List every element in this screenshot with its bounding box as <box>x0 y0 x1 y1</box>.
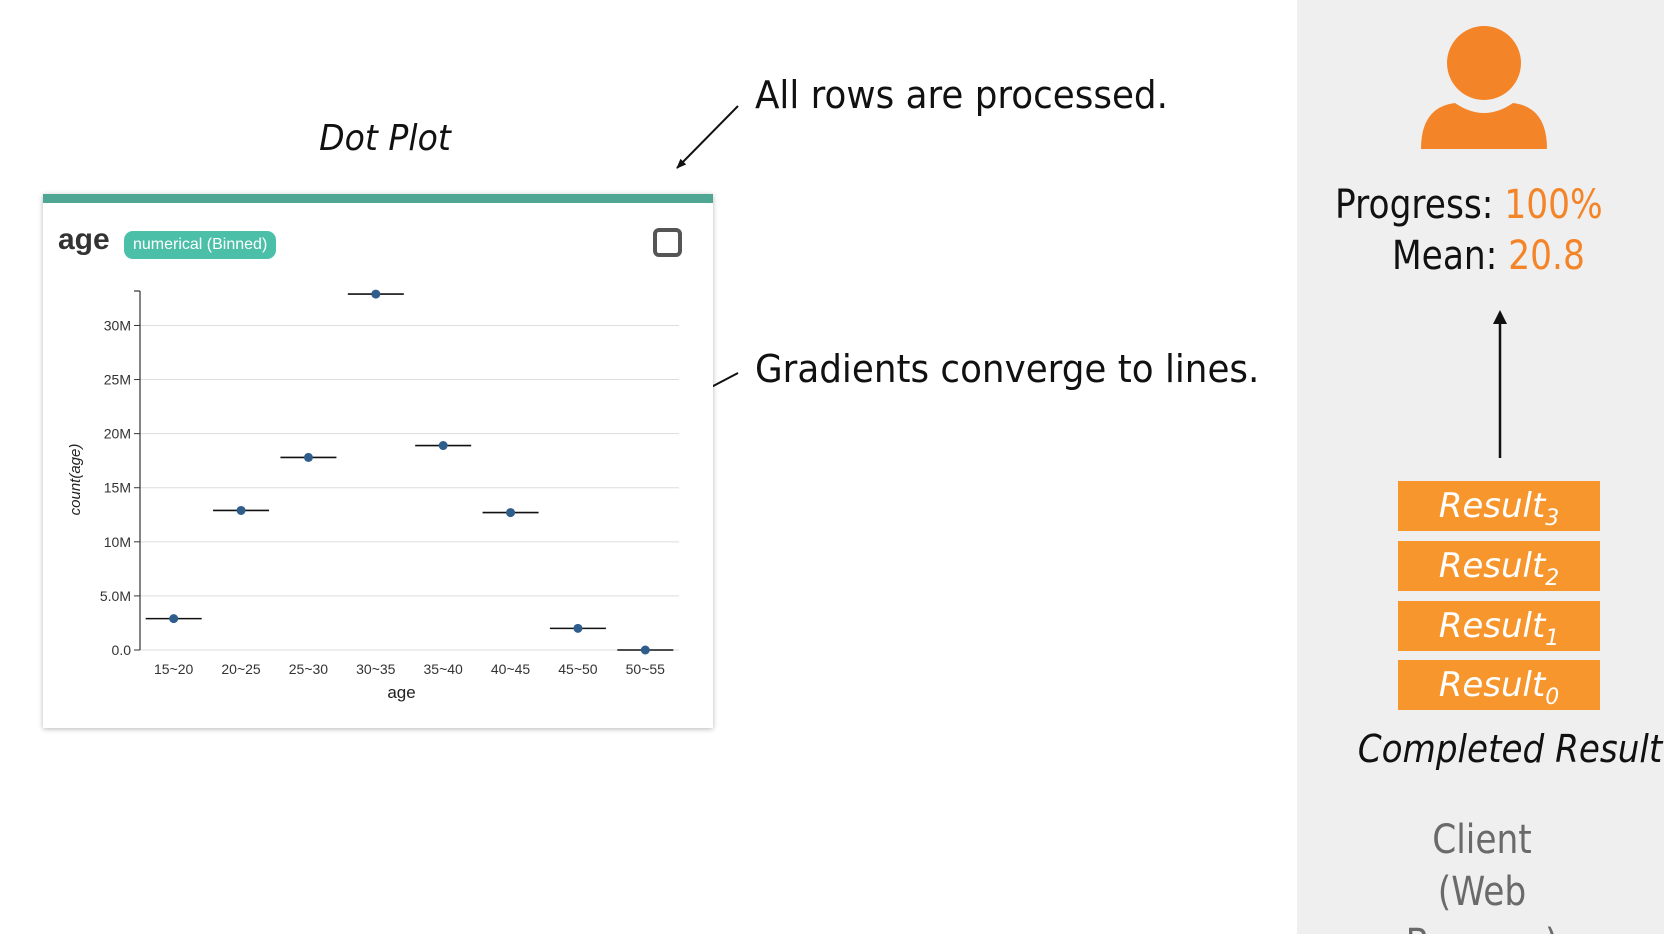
result-subscript: 0 <box>1545 685 1560 710</box>
x-tick-label: 40~45 <box>491 661 531 677</box>
annotation-all-rows-processed: All rows are processed. <box>755 73 1168 117</box>
y-axis-label: count(age) <box>67 444 84 516</box>
data-point <box>236 505 246 515</box>
x-tick-label: 20~25 <box>221 661 261 677</box>
result-block-0: Result0 <box>1398 660 1600 710</box>
x-tick-label: 35~40 <box>424 661 464 677</box>
x-tick-label: 30~35 <box>356 661 396 677</box>
data-point <box>169 614 179 624</box>
result-subscript: 1 <box>1545 626 1560 651</box>
x-tick-label: 50~55 <box>626 661 666 677</box>
result-subscript: 2 <box>1545 566 1560 591</box>
annotation-gradients-converge: Gradients converge to lines. <box>755 347 1260 391</box>
result-block-3: Result3 <box>1398 481 1600 531</box>
y-tick-label: 25M <box>104 372 131 388</box>
y-tick-label: 10M <box>104 534 131 550</box>
arrow-to-card <box>676 105 739 169</box>
dot-plot-chart: 0.0 5.0M 10M 15M 20M 25M 30M count(age) 15~20 20~… <box>67 289 679 702</box>
completed-result-label: Completed Result <box>1357 727 1663 771</box>
result-label: Result <box>1438 606 1546 646</box>
y-tick-label: 15M <box>104 480 131 496</box>
upward-arrow <box>1493 310 1507 458</box>
data-point <box>438 441 448 451</box>
x-tick-label: 15~20 <box>154 661 194 677</box>
client-label-line1: Client <box>1432 817 1532 863</box>
dot-plot-card: age numerical (Binned) 0.0 5.0M 10M 15M 20M 2… <box>43 194 713 728</box>
field-type-badge: numerical (Binned) <box>124 231 277 259</box>
data-point <box>640 645 650 655</box>
progress-value: 100% <box>1504 182 1603 228</box>
y-tick-label: 30M <box>104 317 131 333</box>
client-label: Client (Web Browser) <box>1375 814 1590 934</box>
progress-stat: Progress: 100% <box>1335 182 1603 228</box>
mean-value: 20.8 <box>1508 233 1585 279</box>
dot-plot-title: Dot Plot <box>319 118 451 159</box>
data-point <box>573 623 583 633</box>
result-label: Result <box>1438 665 1546 705</box>
result-label: Result <box>1438 546 1546 586</box>
y-tick-label: 20M <box>104 426 131 442</box>
result-block-2: Result2 <box>1398 541 1600 591</box>
progress-label: Progress: <box>1335 182 1494 228</box>
result-block-1: Result1 <box>1398 601 1600 651</box>
field-name: age <box>58 223 110 256</box>
mean-stat: Mean: 20.8 <box>1392 233 1585 279</box>
y-tick-label: 0.0 <box>112 642 132 658</box>
checkbox-icon[interactable] <box>653 228 682 257</box>
x-tick-label: 25~30 <box>289 661 329 677</box>
data-point <box>303 452 313 462</box>
x-tick-label: 45~50 <box>558 661 598 677</box>
client-label-line2: (Web Browser) <box>1406 869 1559 934</box>
data-point <box>506 508 516 518</box>
mean-label: Mean: <box>1392 233 1498 279</box>
result-subscript: 3 <box>1545 506 1560 531</box>
x-axis-label: age <box>387 683 415 702</box>
user-icon <box>1421 26 1547 149</box>
y-tick-label: 5.0M <box>100 588 131 604</box>
result-label: Result <box>1438 486 1546 526</box>
data-point <box>371 289 381 299</box>
client-panel: Progress: 100% Mean: 20.8 Result3 Result… <box>1297 0 1664 934</box>
